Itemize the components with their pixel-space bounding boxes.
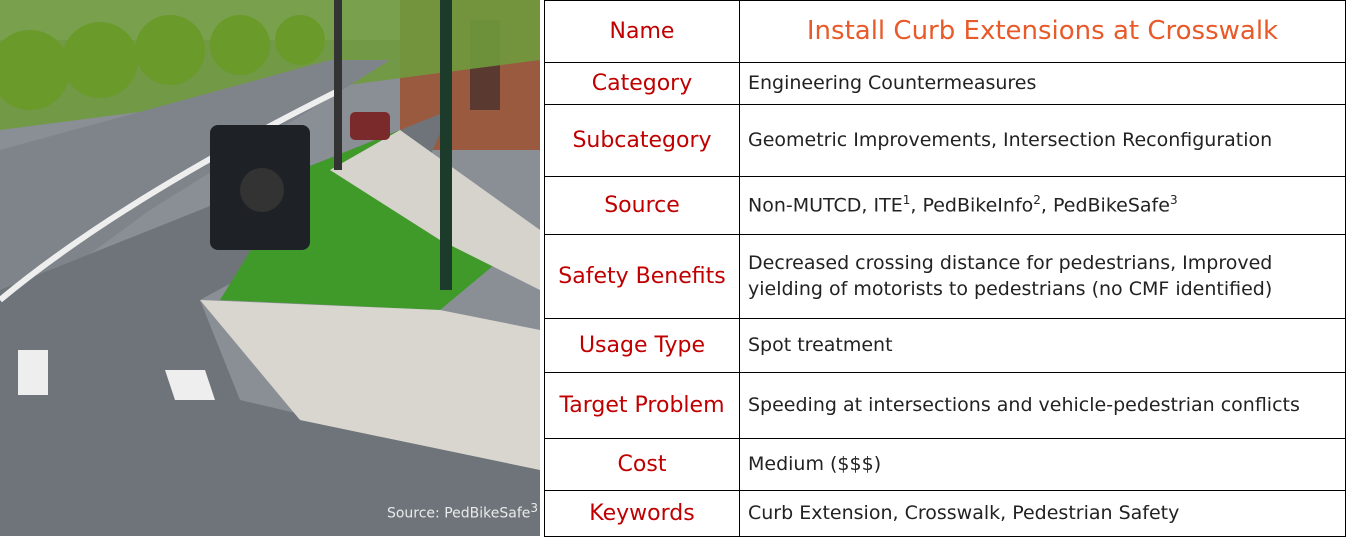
row-value: Non-MUTCD, ITE1, PedBikeInfo2, PedBikeSa… <box>739 176 1346 235</box>
row-label: Keywords <box>544 490 740 537</box>
value-sup: 1 <box>902 193 911 208</box>
label-text: Subcategory <box>572 128 712 153</box>
value-text: Spot treatment <box>748 333 893 356</box>
label-text: Cost <box>617 452 667 477</box>
label-text: Safety Benefits <box>558 264 726 289</box>
label-text: Usage Type <box>578 333 706 358</box>
row-label: Target Problem <box>544 372 740 439</box>
label-text: Target Problem <box>559 393 725 418</box>
table-row: Subcategory Geometric Improvements, Inter… <box>544 104 1346 177</box>
row-value: Geometric Improvements, Intersection Rec… <box>739 104 1346 177</box>
label-text: Name <box>609 19 675 44</box>
row-value: Curb Extension, Crosswalk, Pedestrian Sa… <box>739 490 1346 537</box>
value-text: Medium ($$$) <box>748 452 882 475</box>
value-text: Speeding at intersections and vehicle-pe… <box>748 393 1300 416</box>
row-value: Decreased crossing distance for pedestri… <box>739 234 1346 319</box>
label-text: Keywords <box>589 501 695 526</box>
photo-caption: Source: PedBikeSafe3 <box>387 501 538 522</box>
value-text: Install Curb Extensions at Crosswalk <box>806 15 1279 46</box>
value-text: Engineering Countermeasures <box>748 71 1037 94</box>
table-row: Target Problem Speeding at intersections … <box>544 372 1346 439</box>
value-text: Decreased crossing distance for pedestri… <box>748 251 1273 300</box>
label-text: Source <box>604 193 680 218</box>
row-label: Source <box>544 176 740 235</box>
value-text: Non-MUTCD, ITE <box>748 194 903 217</box>
table-row: Keywords Curb Extension, Crosswalk, Pedes… <box>544 490 1346 537</box>
value-text: Curb Extension, Crosswalk, Pedestrian Sa… <box>748 501 1180 524</box>
street-photo <box>0 0 540 536</box>
table-row: Safety Benefits Decreased crossing distan… <box>544 234 1346 319</box>
caption-sup: 3 <box>530 501 538 516</box>
value-text: , PedBikeInfo <box>910 194 1034 217</box>
table-row: Name Install Curb Extensions at Crosswalk <box>544 0 1346 63</box>
label-text: Category <box>591 71 693 96</box>
row-label: Cost <box>544 438 740 491</box>
row-label: Safety Benefits <box>544 234 740 319</box>
value-sup: 2 <box>1033 193 1041 208</box>
row-label: Category <box>544 62 740 105</box>
row-value: Install Curb Extensions at Crosswalk <box>739 0 1346 63</box>
row-value: Spot treatment <box>739 318 1346 373</box>
row-label: Subcategory <box>544 104 740 177</box>
row-value: Speeding at intersections and vehicle-pe… <box>739 372 1346 439</box>
row-value: Medium ($$$) <box>739 438 1346 491</box>
table-row: Cost Medium ($$$) <box>544 438 1346 491</box>
value-text: , PedBikeSafe <box>1040 194 1170 217</box>
table-row: Usage Type Spot treatment <box>544 318 1346 373</box>
row-value: Engineering Countermeasures <box>739 62 1346 105</box>
value-text: Geometric Improvements, Intersection Rec… <box>748 128 1273 151</box>
row-label: Usage Type <box>544 318 740 373</box>
value-sup: 3 <box>1169 193 1178 208</box>
info-table: Name Install Curb Extensions at Crosswalk… <box>544 0 1346 537</box>
caption-text: Source: PedBikeSafe <box>386 506 531 522</box>
table-row: Category Engineering Countermeasures <box>544 62 1346 105</box>
row-label: Name <box>544 0 740 63</box>
table-row: Source Non-MUTCD, ITE1, PedBikeInfo2, Ped… <box>544 176 1346 235</box>
